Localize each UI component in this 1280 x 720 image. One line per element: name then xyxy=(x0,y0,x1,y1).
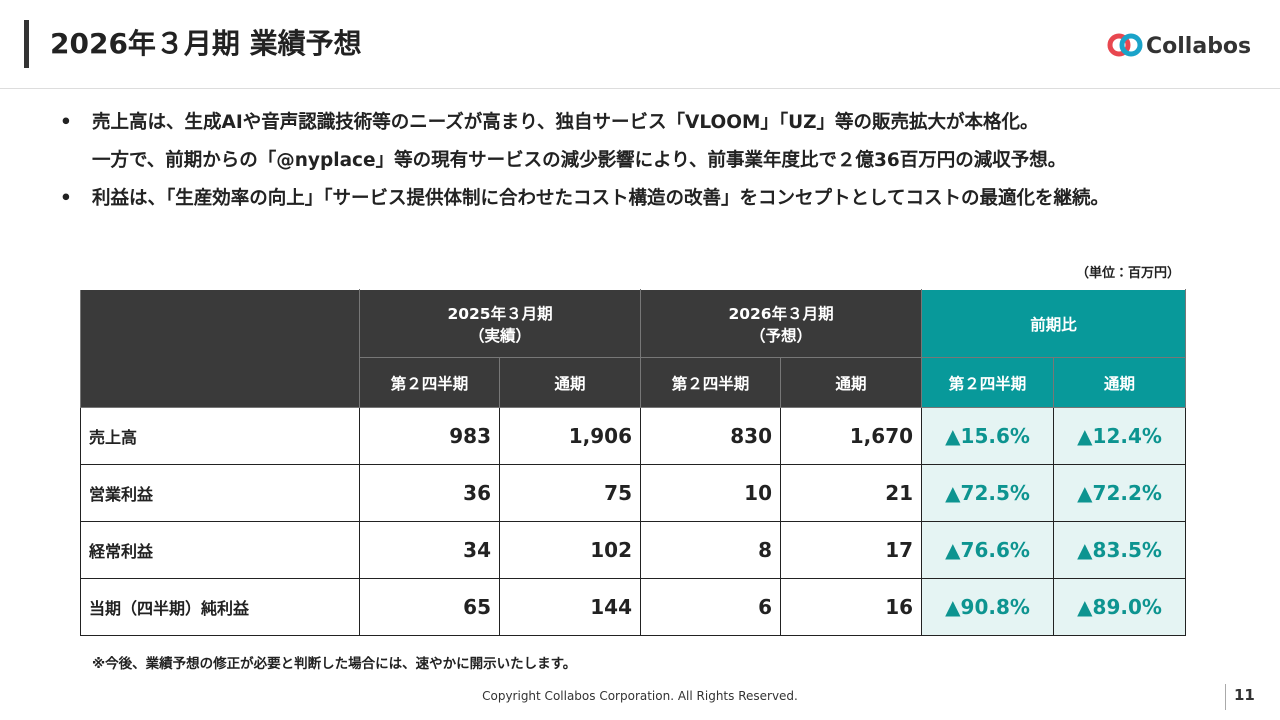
change-cell: ▲72.5% xyxy=(921,464,1055,522)
group-header-line: 2025年３月期 xyxy=(447,304,553,323)
group-header: 2026年３月期 （予想） xyxy=(640,289,923,358)
group-header-line: 2026年３月期 xyxy=(728,304,834,323)
slide-title: 2026年３月期 業績予想 xyxy=(50,27,362,60)
value-cell: 983 xyxy=(359,407,500,465)
change-cell: ▲15.6% xyxy=(921,407,1055,465)
value-cell: 10 xyxy=(640,464,782,522)
bullet-text: 利益は、「生産効率の向上」「サービス提供体制に合わせたコスト構造の改善」をコンセ… xyxy=(92,188,1109,209)
value-cell: 6 xyxy=(640,578,782,636)
change-cell: ▲89.0% xyxy=(1053,578,1187,636)
row-label: 経常利益 xyxy=(80,521,360,579)
value-cell: 34 xyxy=(359,521,500,579)
value-cell: 8 xyxy=(640,521,782,579)
row-label: 当期（四半期）純利益 xyxy=(80,578,360,636)
group-header: 2025年３月期 （実績） xyxy=(358,289,642,358)
table-row: 売上高 983 1,906 830 1,670 ▲15.6% ▲12.4% xyxy=(80,407,1187,465)
page-number: 11 xyxy=(1234,686,1255,704)
bullet-text: 一方で、前期からの「@nyplace」等の現有サービスの減少影響により、前事業年… xyxy=(92,150,1067,171)
subheader: 第２四半期 xyxy=(921,357,1055,408)
subheader: 通期 xyxy=(498,357,642,408)
subheader: 第２四半期 xyxy=(359,357,500,408)
table-row: 当期（四半期）純利益 65 144 6 16 ▲90.8% ▲89.0% xyxy=(80,578,1187,636)
bullet-list: • 売上高は、生成AIや音声認識技術等のニーズが高まり、独自サービス「VLOOM」… xyxy=(56,104,1186,218)
logo-text: Collabos xyxy=(1146,34,1251,59)
corner-cell xyxy=(80,289,360,408)
header-rule xyxy=(0,88,1280,89)
row-label: 営業利益 xyxy=(80,464,360,522)
forecast-table: 2025年３月期 （実績） 2026年３月期 （予想） 前期比 第２四半期 通期 第２四… xyxy=(80,289,1187,636)
value-cell: 21 xyxy=(780,464,923,522)
bullet-line: 一方で、前期からの「@nyplace」等の現有サービスの減少影響により、前事業年… xyxy=(56,142,1186,180)
bullet-dot: • xyxy=(60,112,72,133)
footnote: ※今後、業績予想の修正が必要と判断した場合には、速やかに開示いたします。 xyxy=(92,656,577,672)
subheader: 第２四半期 xyxy=(640,357,782,408)
bullet-line: • 売上高は、生成AIや音声認識技術等のニーズが高まり、独自サービス「VLOOM」… xyxy=(56,104,1186,142)
logo-ring xyxy=(1119,33,1143,57)
row-label: 売上高 xyxy=(80,407,360,465)
group-header: 前期比 xyxy=(921,289,1187,358)
value-cell: 144 xyxy=(498,578,642,636)
bullet-line: • 利益は、「生産効率の向上」「サービス提供体制に合わせたコスト構造の改善」をコン… xyxy=(56,180,1186,218)
subheader: 通期 xyxy=(780,357,923,408)
header-row: 2025年３月期 （実績） 2026年３月期 （予想） 前期比 xyxy=(80,289,1187,408)
group-header-line: （予想） xyxy=(750,326,813,345)
table-row: 経常利益 34 102 8 17 ▲76.6% ▲83.5% xyxy=(80,521,1187,579)
value-cell: 1,670 xyxy=(780,407,923,465)
change-cell: ▲72.2% xyxy=(1053,464,1187,522)
value-cell: 65 xyxy=(359,578,500,636)
change-cell: ▲90.8% xyxy=(921,578,1055,636)
group-header-line: （実績） xyxy=(469,326,532,345)
value-cell: 17 xyxy=(780,521,923,579)
value-cell: 1,906 xyxy=(498,407,642,465)
value-cell: 830 xyxy=(640,407,782,465)
copyright: Copyright Collabos Corporation. All Righ… xyxy=(482,689,798,703)
value-cell: 102 xyxy=(498,521,642,579)
table-row: 営業利益 36 75 10 21 ▲72.5% ▲72.2% xyxy=(80,464,1187,522)
subheader-row: 第２四半期 通期 第２四半期 通期 第２四半期 通期 xyxy=(81,357,1187,408)
value-cell: 36 xyxy=(359,464,500,522)
logo-ring xyxy=(1107,33,1131,57)
group-header-line: 前期比 xyxy=(1030,315,1077,334)
table-body: 売上高 983 1,906 830 1,670 ▲15.6% ▲12.4% 営業利益 36 75 1… xyxy=(80,407,1187,636)
bullet-text: 売上高は、生成AIや音声認識技術等のニーズが高まり、独自サービス「VLOOM」「… xyxy=(92,112,1039,133)
change-cell: ▲76.6% xyxy=(921,521,1055,579)
title-bar xyxy=(24,20,29,68)
change-cell: ▲83.5% xyxy=(1053,521,1187,579)
value-cell: 75 xyxy=(498,464,642,522)
bullet-dot xyxy=(56,142,92,180)
change-cell: ▲12.4% xyxy=(1053,407,1187,465)
subheader: 通期 xyxy=(1053,357,1187,408)
logo: Collabos xyxy=(1107,33,1251,59)
unit-label: （単位：百万円） xyxy=(1075,266,1180,281)
value-cell: 16 xyxy=(780,578,923,636)
page-divider xyxy=(1225,684,1226,710)
bullet-dot: • xyxy=(60,188,72,209)
